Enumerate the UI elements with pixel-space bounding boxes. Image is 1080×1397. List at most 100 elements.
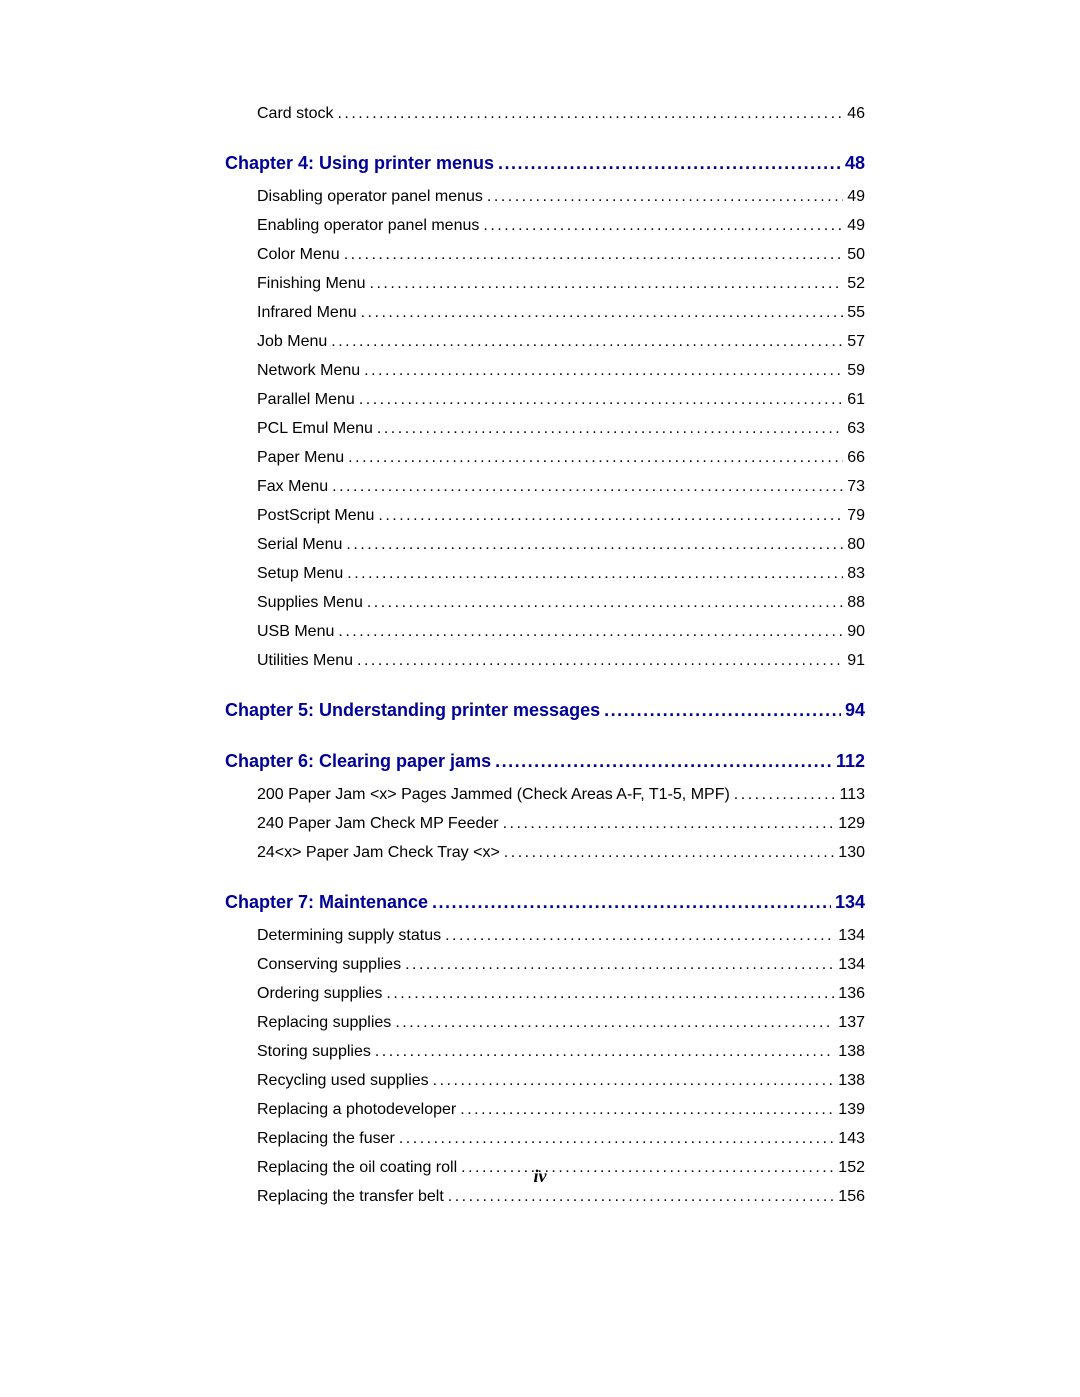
toc-entry[interactable]: Replacing the fuser 143 <box>257 1130 865 1148</box>
toc-leader <box>433 1072 835 1090</box>
toc-leader <box>370 275 844 293</box>
toc-entry[interactable]: Conserving supplies 134 <box>257 956 865 974</box>
toc-entry-label: Replacing a photodeveloper <box>257 1101 456 1119</box>
toc-leader <box>604 700 841 721</box>
toc-leader <box>445 927 834 945</box>
toc-entry-page: 79 <box>847 507 865 525</box>
toc-chapter-title: Chapter 4: Using printer menus <box>225 153 494 174</box>
toc-entry-label: Serial Menu <box>257 536 342 554</box>
toc-entry-page: 55 <box>847 304 865 322</box>
toc-entry[interactable]: Supplies Menu 88 <box>257 594 865 612</box>
toc-leader <box>487 188 843 206</box>
toc-entry[interactable]: Infrared Menu 55 <box>257 304 865 322</box>
toc-entry[interactable]: Enabling operator panel menus 49 <box>257 217 865 235</box>
toc-entry-label: 200 Paper Jam <x> Pages Jammed (Check Ar… <box>257 786 730 804</box>
toc-entry-label: PCL Emul Menu <box>257 420 373 438</box>
toc-entry-label: PostScript Menu <box>257 507 374 525</box>
toc-entry-label: Determining supply status <box>257 927 441 945</box>
toc-entry-page: 52 <box>847 275 865 293</box>
toc-leader <box>395 1014 834 1032</box>
toc-entry-page: 137 <box>838 1014 865 1032</box>
toc-leader <box>338 623 843 641</box>
toc-leader <box>377 420 843 438</box>
toc-entry-page: 61 <box>847 391 865 409</box>
toc-page: Card stock 46 Chapter 4: Using printer me… <box>0 0 1080 1397</box>
toc-entry[interactable]: 240 Paper Jam Check MP Feeder 129 <box>257 815 865 833</box>
toc-entry-page: 130 <box>838 844 865 862</box>
toc-entry-label: Replacing the transfer belt <box>257 1188 444 1206</box>
toc-entry[interactable]: Paper Menu 66 <box>257 449 865 467</box>
toc-leader <box>332 478 843 496</box>
toc-chapter-title: Chapter 7: Maintenance <box>225 892 428 913</box>
toc-leader <box>346 536 843 554</box>
toc-entry[interactable]: Replacing a photodeveloper 139 <box>257 1101 865 1119</box>
toc-entry[interactable]: Setup Menu 83 <box>257 565 865 583</box>
toc-leader <box>359 391 843 409</box>
toc-leader <box>432 892 831 913</box>
toc-leader <box>361 304 844 322</box>
toc-entry[interactable]: USB Menu 90 <box>257 623 865 641</box>
toc-chapter[interactable]: Chapter 4: Using printer menus 48 <box>225 153 865 174</box>
toc-entry[interactable]: Replacing supplies 137 <box>257 1014 865 1032</box>
toc-entry[interactable]: Color Menu 50 <box>257 246 865 264</box>
toc-entry-page: 143 <box>838 1130 865 1148</box>
toc-entry[interactable]: Utilities Menu 91 <box>257 652 865 670</box>
toc-leader <box>375 1043 834 1061</box>
toc-leader <box>460 1101 834 1119</box>
toc-entry-page: 91 <box>847 652 865 670</box>
toc-entry[interactable]: 24<x> Paper Jam Check Tray <x> 130 <box>257 844 865 862</box>
toc-entry-page: 80 <box>847 536 865 554</box>
page-number-footer: iv <box>0 1166 1080 1187</box>
toc-entry[interactable]: Replacing the transfer belt 156 <box>257 1188 865 1206</box>
toc-chapter-page: 134 <box>835 892 865 913</box>
toc-entry[interactable]: 200 Paper Jam <x> Pages Jammed (Check Ar… <box>257 786 865 804</box>
toc-leader <box>347 565 843 583</box>
toc-entry-page: 139 <box>838 1101 865 1119</box>
toc-entry-page: 66 <box>847 449 865 467</box>
toc-entry-label: Enabling operator panel menus <box>257 217 479 235</box>
toc-entry[interactable]: Parallel Menu 61 <box>257 391 865 409</box>
toc-entry-label: Utilities Menu <box>257 652 353 670</box>
toc-entry[interactable]: Finishing Menu 52 <box>257 275 865 293</box>
toc-chapter[interactable]: Chapter 5: Understanding printer message… <box>225 700 865 721</box>
toc-entry[interactable]: Ordering supplies 136 <box>257 985 865 1003</box>
toc-entry-label: Job Menu <box>257 333 327 351</box>
toc-entry[interactable]: Fax Menu 73 <box>257 478 865 496</box>
toc-entry-label: Finishing Menu <box>257 275 366 293</box>
toc-entry-page: 156 <box>838 1188 865 1206</box>
toc-leader <box>399 1130 834 1148</box>
toc-leader <box>405 956 834 974</box>
toc-entry-label: Conserving supplies <box>257 956 401 974</box>
toc-entry-label: 24<x> Paper Jam Check Tray <x> <box>257 844 500 862</box>
toc-entry[interactable]: Serial Menu 80 <box>257 536 865 554</box>
toc-entry-page: 138 <box>838 1072 865 1090</box>
toc-entry-label: Color Menu <box>257 246 340 264</box>
toc-entry[interactable]: PCL Emul Menu 63 <box>257 420 865 438</box>
toc-entry[interactable]: Storing supplies 138 <box>257 1043 865 1061</box>
toc-entry-label: 240 Paper Jam Check MP Feeder <box>257 815 499 833</box>
toc-entry[interactable]: Recycling used supplies 138 <box>257 1072 865 1090</box>
toc-entry-label: Recycling used supplies <box>257 1072 429 1090</box>
toc-leader <box>495 751 832 772</box>
toc-leader <box>357 652 843 670</box>
toc-leader <box>364 362 843 380</box>
toc-chapter[interactable]: Chapter 6: Clearing paper jams 112 <box>225 751 865 772</box>
toc-entry-page: 50 <box>847 246 865 264</box>
toc-chapter[interactable]: Chapter 7: Maintenance 134 <box>225 892 865 913</box>
toc-entry[interactable]: PostScript Menu 79 <box>257 507 865 525</box>
toc-entry[interactable]: Network Menu 59 <box>257 362 865 380</box>
toc-chapter-title: Chapter 5: Understanding printer message… <box>225 700 600 721</box>
toc-leader <box>734 786 836 804</box>
toc-leader <box>367 594 843 612</box>
toc-leader <box>331 333 843 351</box>
toc-leader <box>503 815 835 833</box>
toc-entry-label: Disabling operator panel menus <box>257 188 483 206</box>
toc-chapter-page: 94 <box>845 700 865 721</box>
toc-entry-page: 59 <box>847 362 865 380</box>
toc-entry[interactable]: Determining supply status 134 <box>257 927 865 945</box>
toc-entry-label: Network Menu <box>257 362 360 380</box>
toc-entry[interactable]: Job Menu 57 <box>257 333 865 351</box>
toc-entry[interactable]: Card stock 46 <box>257 105 865 123</box>
toc-entry[interactable]: Disabling operator panel menus 49 <box>257 188 865 206</box>
toc-chapter-title: Chapter 6: Clearing paper jams <box>225 751 491 772</box>
